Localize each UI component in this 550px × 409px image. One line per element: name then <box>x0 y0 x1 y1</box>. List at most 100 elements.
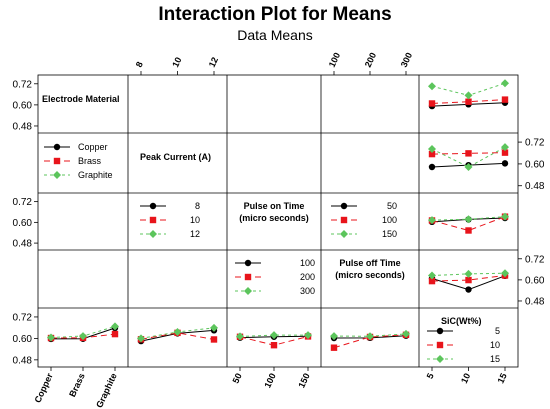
series-line <box>431 152 506 155</box>
data-point <box>464 163 473 171</box>
data-point <box>501 160 509 167</box>
data-point <box>173 327 182 336</box>
y-tick-label: 0.72 <box>13 79 33 90</box>
y-tick-label: 0.48 <box>13 121 33 132</box>
data-point <box>428 163 436 171</box>
plot-frame <box>37 74 519 368</box>
data-point <box>428 271 436 280</box>
legend-marker <box>436 327 444 335</box>
legend-label: 300 <box>300 286 315 296</box>
factor-label: SiC(Wt%) <box>441 316 482 326</box>
series-line <box>333 334 407 349</box>
x-tick-label: Copper <box>32 371 55 404</box>
legend-label: 100 <box>300 258 315 268</box>
data-point <box>465 227 472 234</box>
legend-label: 15 <box>490 354 500 364</box>
legend-label: 150 <box>382 229 397 239</box>
legend-marker <box>340 216 348 224</box>
data-point <box>501 79 509 88</box>
legend-label: 8 <box>195 201 200 211</box>
y-tick-label: 0.72 <box>525 254 545 265</box>
chart-subtitle: Data Means <box>237 27 313 43</box>
data-point <box>210 336 218 343</box>
x-tick-label: 8 <box>134 60 145 69</box>
series-line <box>431 99 506 104</box>
x-tick-label: 150 <box>296 372 311 390</box>
y-tick-label: 0.60 <box>525 275 545 286</box>
legend-marker <box>149 216 157 224</box>
data-point <box>428 277 436 285</box>
data-point <box>270 341 278 349</box>
data-point <box>465 98 472 105</box>
y-tick-label: 0.60 <box>525 159 545 170</box>
series-line <box>431 216 506 232</box>
legend-marker <box>436 341 444 349</box>
x-tick-label: 12 <box>207 56 220 69</box>
chart-title: Interaction Plot for Means <box>158 4 392 25</box>
data-point <box>465 150 472 157</box>
y-tick-label: 0.48 <box>525 181 545 192</box>
factor-label: Peak Current (A) <box>140 152 211 162</box>
x-tick-label: 15 <box>496 372 509 385</box>
y-tick-label: 0.48 <box>525 296 545 307</box>
data-point <box>428 216 436 225</box>
data-point <box>304 331 312 340</box>
data-point <box>402 329 410 338</box>
legend-marker <box>244 259 252 267</box>
data-point <box>428 100 436 107</box>
y-tick-label: 0.48 <box>13 355 33 366</box>
data-point <box>210 323 218 332</box>
data-point <box>236 332 244 341</box>
legend-label: 100 <box>382 215 397 225</box>
series-line <box>239 334 308 337</box>
data-point <box>137 334 145 343</box>
legend-marker <box>149 202 157 210</box>
x-tick-label: 100 <box>262 372 277 390</box>
legend-marker <box>436 355 444 363</box>
legend-label: 50 <box>387 201 397 211</box>
y-tick-label: 0.60 <box>13 100 33 111</box>
y-tick-label: 0.60 <box>13 218 33 229</box>
data-point <box>465 286 472 293</box>
x-tick-label: 50 <box>231 372 244 385</box>
data-point <box>330 332 338 341</box>
legend-marker <box>53 143 61 151</box>
legend-marker <box>340 230 348 238</box>
data-point <box>501 269 509 278</box>
y-tick-label: 0.72 <box>525 138 545 149</box>
data-point <box>464 215 473 224</box>
data-point <box>79 332 87 341</box>
data-point <box>428 82 436 91</box>
factor-label: (micro seconds) <box>239 213 309 223</box>
y-tick-label: 0.48 <box>13 239 33 250</box>
y-tick-label: 0.72 <box>13 312 33 323</box>
data-point <box>501 143 509 152</box>
legend-label: 5 <box>495 326 500 336</box>
data-point <box>464 269 473 278</box>
factor-label: (micro seconds) <box>335 270 405 280</box>
legend-label: Copper <box>78 142 108 152</box>
y-tick-label: 0.72 <box>13 197 33 208</box>
legend-marker <box>53 157 61 165</box>
data-point <box>270 331 278 340</box>
x-tick-label: 5 <box>425 372 436 381</box>
data-point <box>465 276 472 284</box>
data-point <box>111 322 119 331</box>
data-point <box>501 96 509 103</box>
data-point <box>47 333 55 342</box>
data-point <box>366 332 374 341</box>
x-tick-label: Brass <box>67 372 87 399</box>
legend-label: 200 <box>300 272 315 282</box>
data-point <box>501 212 509 221</box>
factor-label: Pulse on Time <box>244 201 305 211</box>
data-point <box>111 330 119 338</box>
x-tick-label: Graphite <box>94 372 119 409</box>
legend-marker <box>53 171 61 179</box>
legend-label: Graphite <box>78 170 113 180</box>
x-tick-label: 300 <box>399 51 414 69</box>
data-point <box>428 150 436 158</box>
legend-label: Brass <box>78 156 102 166</box>
series-line <box>140 332 215 340</box>
legend-marker <box>149 230 157 238</box>
